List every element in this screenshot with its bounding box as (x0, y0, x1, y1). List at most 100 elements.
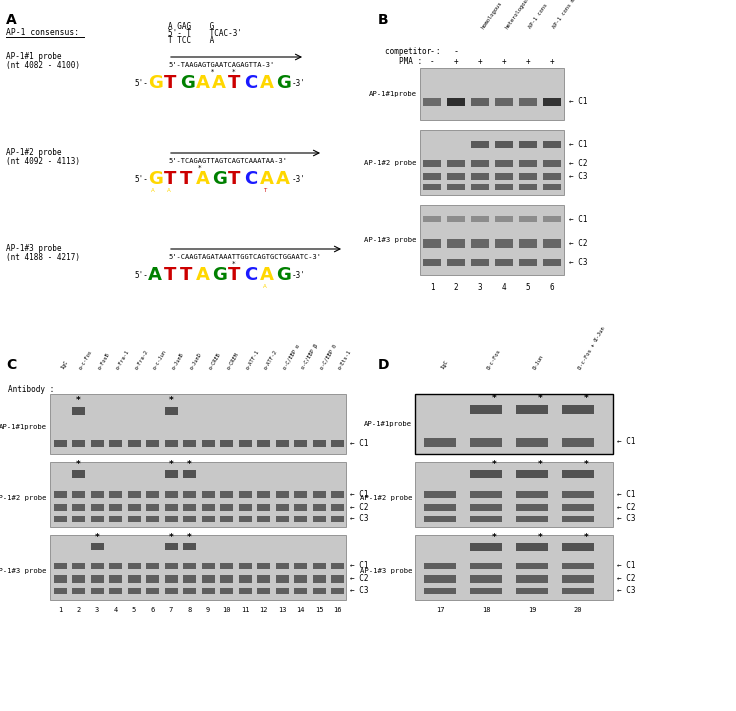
Text: +: + (478, 58, 482, 67)
Text: *: * (168, 165, 202, 171)
Bar (257, 562, 270, 569)
Bar (54, 574, 66, 582)
Text: ← C1: ← C1 (350, 490, 369, 499)
Bar (543, 216, 561, 222)
Bar (294, 491, 307, 498)
Text: 13: 13 (277, 607, 286, 613)
Bar (423, 98, 441, 106)
Bar (470, 515, 502, 522)
Text: A: A (167, 188, 171, 193)
Bar (165, 515, 177, 522)
Bar (495, 216, 513, 222)
Bar (516, 470, 548, 478)
Text: *: * (76, 395, 81, 405)
Text: G: G (276, 266, 291, 284)
Text: -3': -3' (292, 79, 306, 87)
Bar (424, 515, 456, 522)
Text: ← C1: ← C1 (617, 490, 635, 499)
Bar (165, 543, 177, 550)
Text: 15: 15 (315, 607, 323, 613)
Text: G: G (212, 266, 227, 284)
Bar (220, 562, 233, 569)
Text: AP-1#1probe: AP-1#1probe (369, 91, 417, 97)
Text: T: T (164, 266, 177, 284)
Bar (109, 562, 122, 569)
Text: α-C/EBP α: α-C/EBP α (282, 343, 300, 370)
Text: α-Fra-1: α-Fra-1 (116, 348, 131, 370)
Text: A: A (196, 266, 210, 284)
Text: 6: 6 (550, 283, 554, 292)
Text: Antibody :: Antibody : (8, 385, 54, 395)
Bar (543, 160, 561, 167)
Bar (91, 439, 104, 447)
Bar (562, 515, 594, 522)
Bar (54, 504, 66, 511)
Text: ← C1: ← C1 (617, 561, 635, 570)
Bar (165, 470, 177, 478)
Bar (275, 515, 289, 522)
Bar (275, 439, 289, 447)
Bar (313, 504, 325, 511)
Bar (146, 588, 159, 594)
Bar (331, 439, 344, 447)
Text: 5: 5 (526, 283, 531, 292)
Text: ← C1: ← C1 (350, 561, 369, 570)
Bar (257, 588, 270, 594)
Bar (183, 562, 196, 569)
Bar (72, 515, 85, 522)
Text: IgC: IgC (60, 359, 69, 370)
Bar (50, 394, 346, 454)
Bar (146, 504, 159, 511)
Bar (423, 216, 441, 222)
Bar (313, 562, 325, 569)
Text: A: A (263, 284, 266, 289)
Text: α-Fra-2: α-Fra-2 (134, 348, 149, 370)
Bar (183, 574, 196, 582)
Bar (470, 562, 502, 569)
Bar (471, 141, 489, 148)
Text: *    *: * * (168, 69, 236, 75)
Bar (72, 574, 85, 582)
Bar (516, 515, 548, 522)
Text: G: G (180, 74, 195, 92)
Bar (127, 515, 141, 522)
Text: α-CREB: α-CREB (208, 351, 222, 370)
Text: C: C (6, 358, 16, 372)
Bar (495, 259, 513, 266)
Bar (471, 184, 489, 191)
Text: 5'- T    TCAC-3': 5'- T TCAC-3' (168, 29, 242, 38)
Bar (562, 405, 594, 414)
Text: *: * (584, 460, 588, 469)
Text: C: C (244, 170, 258, 188)
Text: A: A (6, 13, 17, 27)
Bar (127, 574, 141, 582)
Text: D: D (378, 358, 389, 372)
Bar (471, 173, 489, 181)
Bar (275, 588, 289, 594)
Bar (202, 439, 214, 447)
Text: α-C/EBP β: α-C/EBP β (300, 343, 319, 370)
Bar (447, 259, 465, 266)
Text: T: T (228, 170, 241, 188)
Bar (275, 504, 289, 511)
Bar (91, 515, 104, 522)
Bar (420, 68, 564, 120)
Bar (202, 574, 214, 582)
Text: T: T (228, 74, 241, 92)
Text: α-c-Fos + α-Jun: α-c-Fos + α-Jun (578, 325, 606, 370)
Bar (516, 437, 548, 447)
Bar (562, 574, 594, 582)
Text: AP-1#2 probe: AP-1#2 probe (359, 495, 412, 501)
Text: ← C2: ← C2 (617, 574, 635, 583)
Text: 5'-CAAGTAGATAAATTGGTCAGTGCTGGAATC-3': 5'-CAAGTAGATAAATTGGTCAGTGCTGGAATC-3' (168, 254, 321, 260)
Bar (72, 562, 85, 569)
Text: ← C3: ← C3 (617, 514, 635, 523)
Bar (165, 588, 177, 594)
Text: ← C3: ← C3 (569, 172, 587, 181)
Bar (146, 491, 159, 498)
Text: -: - (453, 48, 459, 56)
Text: *: * (169, 460, 174, 469)
Bar (54, 515, 66, 522)
Text: +: + (526, 58, 531, 67)
Bar (109, 439, 122, 447)
